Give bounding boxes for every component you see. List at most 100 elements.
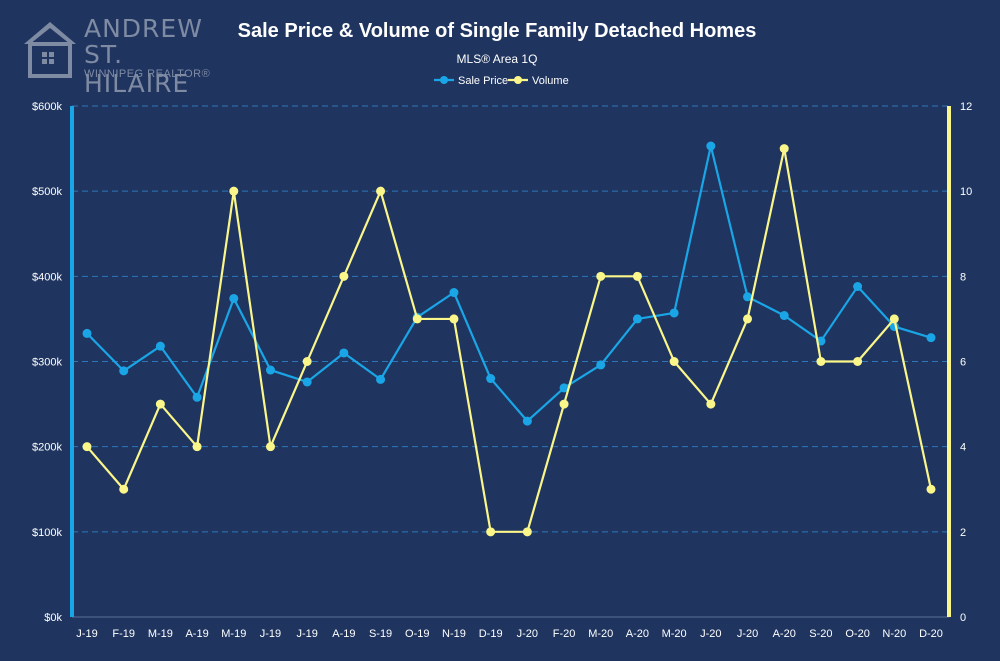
series-point-volume [192, 442, 202, 452]
logo-name-line2: ST. HILAIRE [84, 40, 190, 98]
right-axis-tick-label: 6 [960, 357, 966, 369]
x-axis-tick-label: M-19 [221, 628, 246, 640]
left-axis-tick-label: $400k [32, 271, 62, 283]
series-point-volume [229, 186, 239, 196]
chart-title: Sale Price & Volume of Single Family Det… [238, 20, 757, 42]
series-point-sale-price [853, 282, 863, 292]
series-point-sale-price [82, 328, 92, 338]
x-axis-tick-label: S-19 [369, 628, 392, 640]
series-point-volume [743, 314, 753, 324]
series-point-sale-price [669, 308, 679, 318]
x-axis-tick-label: J-20 [700, 628, 721, 640]
series-line-volume [86, 147, 933, 533]
x-axis-tick-label: J-19 [296, 628, 317, 640]
series-point-sale-price [376, 374, 386, 384]
left-axis-tick-label: $200k [32, 442, 62, 454]
series-point-sale-price [632, 314, 642, 324]
series-point-sale-price [449, 288, 459, 298]
house-logo-icon [24, 22, 76, 78]
legend-marker [514, 76, 522, 84]
series-point-volume [853, 357, 863, 366]
right-axis-tick-label: 0 [960, 612, 966, 624]
series-line-sale-price [86, 144, 932, 423]
x-axis-tick-label: M-20 [662, 628, 687, 640]
series-point-volume [559, 399, 569, 409]
series-point-volume [376, 186, 386, 196]
series-point-volume [926, 484, 936, 494]
x-axis-tick-label: N-20 [882, 628, 906, 640]
x-axis-tick-label: F-20 [553, 628, 576, 640]
x-axis-tick-label: M-20 [588, 628, 613, 640]
series-point-volume [486, 527, 496, 537]
series-point-volume [816, 357, 826, 366]
series-point-sale-price [265, 365, 275, 375]
grid-lines [72, 105, 949, 618]
series-point-volume [119, 484, 129, 494]
x-axis-tick-label: A-19 [185, 628, 208, 640]
x-axis-tick-label: A-19 [332, 628, 355, 640]
legend-marker [440, 76, 448, 84]
x-axis-tick-label: O-20 [845, 628, 869, 640]
chart-subtitle: MLS® Area 1Q [457, 52, 538, 66]
series-point-sale-price [119, 366, 129, 376]
series-point-volume [669, 357, 679, 366]
x-axis-tick-label: F-19 [112, 628, 135, 640]
x-axis-tick-label: J-19 [260, 628, 281, 640]
legend-label: Volume [532, 75, 569, 87]
legend-label: Sale Price [458, 75, 508, 87]
series-point-sale-price [486, 374, 496, 384]
series-point-sale-price [522, 416, 532, 426]
chart-axes [70, 106, 951, 617]
x-axis-tick-label: S-20 [809, 628, 832, 640]
right-axis-tick-label: 12 [960, 101, 972, 113]
x-axis-tick-label: J-20 [737, 628, 758, 640]
series-point-sale-price [926, 333, 936, 343]
series-point-volume [339, 271, 349, 281]
logo-subtitle: WINNIPEG REALTOR® [84, 68, 211, 80]
x-axis-tick-label: N-19 [442, 628, 466, 640]
series-point-sale-price [155, 341, 165, 351]
series-point-sale-price [596, 360, 606, 370]
series-point-sale-price [229, 293, 239, 303]
series-point-volume [302, 357, 312, 366]
left-axis-tick-label: $300k [32, 357, 62, 369]
left-axis-tick-label: $0k [44, 612, 62, 624]
series-point-volume [889, 314, 899, 324]
series-point-sale-price [302, 377, 312, 387]
x-axis-tick-label: O-19 [405, 628, 429, 640]
data-series [82, 141, 936, 537]
left-axis-tick-label: $500k [32, 186, 62, 198]
chart-legend: Sale Price Volume [434, 75, 569, 87]
series-point-sale-price [743, 292, 753, 302]
left-axis-tick-label: $100k [32, 527, 62, 539]
x-axis-tick-label: A-20 [773, 628, 796, 640]
series-point-volume [155, 399, 165, 409]
axis-ticks: $0k $100k $200k $300k $400k $500k $600k 0 2 4 6 8 10… [32, 101, 972, 640]
series-point-sale-price [192, 392, 202, 402]
right-axis-tick-label: 2 [960, 527, 966, 539]
series-point-volume [632, 271, 642, 281]
x-axis-tick-label: A-20 [626, 628, 649, 640]
logo-name-line1: ANDREW [84, 14, 203, 43]
x-axis-tick-label: J-19 [76, 628, 97, 640]
x-axis-tick-label: D-19 [479, 628, 503, 640]
series-point-volume [522, 527, 532, 537]
series-point-sale-price [706, 141, 716, 151]
series-point-sale-price [779, 311, 789, 321]
right-axis-tick-label: 8 [960, 271, 966, 283]
left-axis-tick-label: $600k [32, 101, 62, 113]
brand-logo: ANDREW ST. HILAIRE WINNIPEG REALTOR® [22, 14, 222, 98]
x-axis-tick-label: D-20 [919, 628, 943, 640]
series-point-volume [412, 314, 422, 324]
right-axis-tick-label: 10 [960, 186, 972, 198]
x-axis-tick-label: J-20 [517, 628, 538, 640]
series-point-volume [596, 271, 606, 281]
series-point-volume [265, 442, 275, 452]
series-point-volume [706, 399, 716, 409]
series-point-volume [449, 314, 459, 324]
series-point-sale-price [559, 383, 569, 393]
right-axis-tick-label: 4 [960, 442, 966, 454]
series-point-volume [779, 144, 789, 154]
